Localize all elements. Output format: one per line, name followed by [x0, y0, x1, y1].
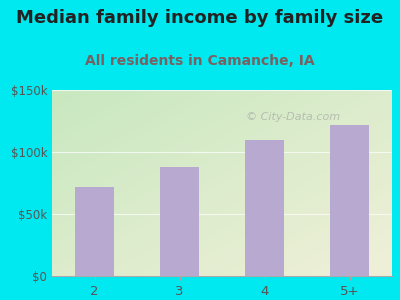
Bar [160, 167, 199, 276]
Bar [75, 187, 114, 276]
Bar [330, 125, 369, 276]
Text: All residents in Camanche, IA: All residents in Camanche, IA [85, 54, 315, 68]
Bar [245, 140, 284, 276]
Text: Median family income by family size: Median family income by family size [16, 9, 384, 27]
Text: © City-Data.com: © City-Data.com [246, 112, 340, 122]
